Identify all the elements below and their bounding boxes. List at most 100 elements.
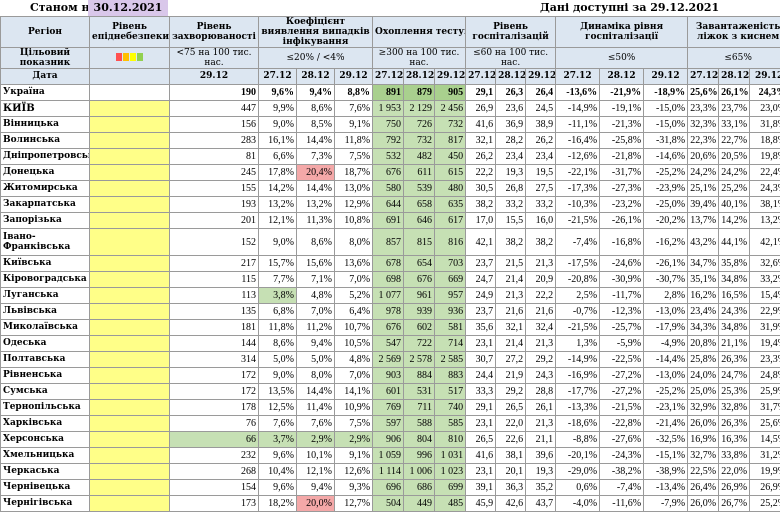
detection-cell: 11,8% [259,320,297,336]
dynamics-cell: -20,8% [556,272,600,288]
oxygen-cell: 13,7% [688,213,719,229]
testing-cell: 978 [373,304,404,320]
swatch-red [116,53,122,61]
oxygen-cell: 34,7% [688,256,719,272]
oxygen-cell: 23,3% [688,101,719,117]
dynamics-cell: -15,0% [644,101,688,117]
oxygen-cell: 25,9% [750,384,780,400]
dynamics-cell: 2,8% [644,288,688,304]
hosp-cell: 39,1 [466,480,496,496]
testing-cell: 635 [435,197,466,213]
testing-cell: 903 [373,368,404,384]
testing-cell: 580 [373,181,404,197]
detection-cell: 9,6% [259,480,297,496]
hosp-cell: 23,1 [466,336,496,352]
region-name: Черкаська [1,464,90,480]
detection-cell: 18,7% [335,165,373,181]
dynamics-cell: 0,6% [556,480,600,496]
testing-cell: 654 [404,256,435,272]
hosp-cell: 21,4 [496,336,526,352]
hosp-cell: 35,2 [526,480,556,496]
testing-cell: 2 456 [435,101,466,117]
hosp-cell: 22,6 [496,432,526,448]
as-of-label: Станом на [30,1,97,14]
level-cell [90,496,170,512]
hosp-cell: 38,2 [466,197,496,213]
detection-cell: 7,6% [259,416,297,432]
date-cell: 27.12 [259,69,297,85]
level-cell [90,133,170,149]
oxygen-cell: 15,4% [750,288,780,304]
testing-cell: 905 [435,85,466,101]
testing-cell: 703 [435,256,466,272]
hosp-cell: 21,3 [496,288,526,304]
dynamics-cell: -4,0% [556,496,600,512]
hosp-cell: 26,4 [526,85,556,101]
header-hosp: Рівень госпіталізацій [466,17,556,48]
level-swatches [90,48,170,69]
incidence-cell: 115 [170,272,259,288]
detection-cell: 10,5% [335,336,373,352]
testing-cell: 646 [404,213,435,229]
oxygen-cell: 35,1% [688,272,719,288]
dynamics-cell: -32,5% [644,432,688,448]
hosp-cell: 23,1 [466,416,496,432]
hosp-cell: 24,7 [466,272,496,288]
testing-cell: 658 [404,197,435,213]
date-cell: 28.12 [600,69,644,85]
detection-cell: 14,4% [297,181,335,197]
region-name: Хмельницька [1,448,90,464]
detection-cell: 7,0% [297,304,335,320]
dynamics-cell: -17,5% [556,256,600,272]
hosp-cell: 21,9 [496,368,526,384]
dynamics-cell: -23,2% [600,197,644,213]
testing-cell: 732 [435,117,466,133]
detection-cell: 13,5% [259,384,297,400]
target-row: Цільовий показник <75 на 100 тис. нас. ≤… [1,48,780,69]
dynamics-cell: -11,1% [556,117,600,133]
testing-cell: 676 [373,320,404,336]
dynamics-cell: -15,0% [644,117,688,133]
testing-cell: 2 578 [404,352,435,368]
detection-cell: 8,6% [297,101,335,117]
dynamics-cell: -7,4% [600,480,644,496]
oxygen-cell: 34,3% [688,320,719,336]
dynamics-cell: -0,7% [556,304,600,320]
dynamics-cell: -15,1% [644,448,688,464]
incidence-cell: 76 [170,416,259,432]
hosp-cell: 29,1 [466,400,496,416]
hosp-cell: 39,6 [526,448,556,464]
detection-cell: 7,0% [335,368,373,384]
oxygen-cell: 26,1% [719,85,750,101]
incidence-cell: 245 [170,165,259,181]
date-cell: 27.12 [373,69,404,85]
oxygen-cell: 40,1% [719,197,750,213]
incidence-cell: 447 [170,101,259,117]
table-row: Дніпропетровська816,6%7,3%7,5%5324824502… [1,149,780,165]
dynamics-cell: -12,3% [600,304,644,320]
header-level: Рівень епіднебезпеки [90,17,170,48]
dynamics-cell: -31,7% [600,165,644,181]
oxygen-cell: 23,3% [750,352,780,368]
dynamics-cell: 2,5% [556,288,600,304]
hosp-cell: 24,9 [466,288,496,304]
oxygen-cell: 38,1% [750,197,780,213]
target-detection: ≤20% / <4% [259,48,373,69]
dynamics-cell: -17,9% [644,320,688,336]
oxygen-cell: 39,4% [688,197,719,213]
detection-cell: 3,7% [259,432,297,448]
detection-cell: 11,2% [297,320,335,336]
oxygen-cell: 22,9% [750,304,780,320]
region-name: Рівненська [1,368,90,384]
detection-cell: 8,0% [297,368,335,384]
date-cell: 29.12 [644,69,688,85]
detection-cell: 7,1% [297,272,335,288]
oxygen-cell: 19,4% [750,336,780,352]
dynamics-cell: -22,8% [600,416,644,432]
dynamics-cell: -19,1% [600,101,644,117]
hosp-cell: 26,2 [466,149,496,165]
